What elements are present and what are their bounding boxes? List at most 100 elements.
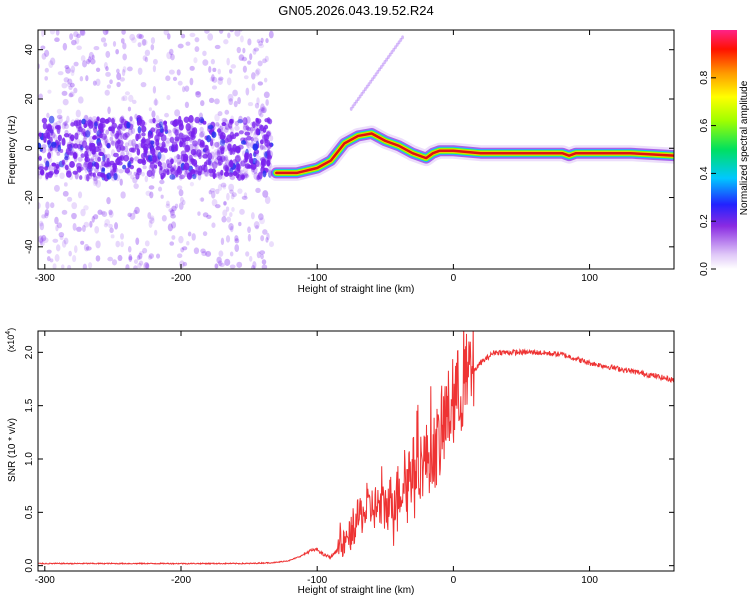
noise-dot xyxy=(95,67,101,72)
noise-dot xyxy=(262,127,267,133)
noise-dot xyxy=(99,127,105,132)
noise-dot xyxy=(238,169,243,174)
noise-dot xyxy=(145,263,150,269)
noise-dot xyxy=(153,119,159,125)
noise-dot xyxy=(140,81,147,88)
noise-dot xyxy=(92,175,98,182)
noise-dot xyxy=(257,81,264,86)
noise-dot xyxy=(39,147,43,152)
noise-dot xyxy=(190,149,197,156)
noise-dot xyxy=(269,241,274,248)
noise-dot xyxy=(152,117,156,124)
noise-dot xyxy=(110,234,115,239)
noise-dot xyxy=(266,154,273,160)
noise-dot xyxy=(118,139,124,147)
noise-dot xyxy=(131,138,136,147)
noise-dot xyxy=(56,222,63,229)
streak-dot xyxy=(387,55,390,60)
noise-dot xyxy=(202,59,209,66)
noise-dot xyxy=(44,67,49,73)
noise-dot xyxy=(207,152,213,161)
noise-dot xyxy=(259,139,264,145)
noise-dot xyxy=(265,38,269,44)
noise-dot xyxy=(94,226,100,234)
noise-dot xyxy=(174,118,180,127)
noise-dot xyxy=(187,231,192,237)
noise-dot xyxy=(106,84,112,89)
streak-dot xyxy=(369,79,373,84)
noise-dot xyxy=(177,161,181,170)
noise-dot xyxy=(261,259,267,265)
noise-dot xyxy=(181,246,188,251)
noise-dot xyxy=(185,123,191,132)
colorbar-tick-label: 0.8 xyxy=(699,70,710,84)
noise-dot xyxy=(234,244,240,253)
noise-dot xyxy=(64,155,70,161)
noise-dot xyxy=(153,99,159,106)
streak-dot xyxy=(392,47,396,52)
noise-dot xyxy=(247,226,251,234)
noise-dot xyxy=(242,117,248,126)
noise-dot xyxy=(95,255,101,262)
noise-dot xyxy=(210,155,215,162)
noise-dot xyxy=(244,131,251,136)
snr-xtick-label: 100 xyxy=(581,575,598,586)
noise-dot xyxy=(62,190,69,197)
noise-dot xyxy=(105,162,111,169)
noise-dot xyxy=(251,83,256,91)
noise-dot xyxy=(127,246,132,253)
noise-dot xyxy=(251,265,256,269)
noise-dot xyxy=(120,123,127,131)
noise-dot xyxy=(89,158,95,163)
noise-dot xyxy=(258,129,265,134)
noise-dot xyxy=(93,146,100,153)
noise-dot xyxy=(88,262,93,269)
noise-dot xyxy=(77,156,83,162)
noise-dot xyxy=(211,76,218,83)
noise-dot xyxy=(201,164,206,171)
noise-dot xyxy=(69,161,75,168)
noise-dot xyxy=(230,193,235,200)
noise-dot xyxy=(217,141,221,149)
noise-dot xyxy=(268,30,274,39)
noise-dot xyxy=(132,142,138,148)
noise-dot xyxy=(206,214,212,219)
snr-x-ticks: -300 -200 -100 0 100 xyxy=(35,331,598,586)
noise-dot xyxy=(215,188,220,195)
noise-dot xyxy=(88,51,94,60)
noise-dot xyxy=(55,30,60,36)
noise-dot xyxy=(63,133,70,138)
spectrogram-noise-layer xyxy=(38,30,404,269)
noise-dot xyxy=(119,155,124,162)
noise-dot xyxy=(234,30,241,37)
noise-dot xyxy=(150,37,156,45)
noise-dot xyxy=(154,98,158,106)
noise-dot xyxy=(40,45,46,50)
noise-dot xyxy=(80,240,85,245)
noise-dot xyxy=(228,183,235,192)
noise-dot xyxy=(96,174,101,179)
spectrogram-trace-layer xyxy=(268,125,674,181)
svg-text:(x104): (x104) xyxy=(5,328,16,352)
noise-dot xyxy=(228,172,234,177)
noise-dot xyxy=(122,53,127,61)
noise-dot xyxy=(238,130,244,135)
noise-dot xyxy=(108,126,113,132)
noise-dot xyxy=(128,94,134,103)
noise-dot xyxy=(64,164,69,171)
snr-frame xyxy=(37,330,675,572)
noise-dot xyxy=(79,30,86,37)
noise-dot xyxy=(220,237,225,246)
chart-title: GN05.2026.043.19.52.R24 xyxy=(278,3,433,18)
noise-dot xyxy=(38,166,45,171)
snr-ytick-label: 1.5 xyxy=(24,398,35,412)
streak-dot xyxy=(397,40,401,45)
noise-dot xyxy=(142,247,148,254)
noise-dot xyxy=(200,100,205,107)
noise-dot xyxy=(61,239,67,248)
noise-dot xyxy=(171,221,177,229)
noise-dot xyxy=(148,107,152,112)
noise-dot xyxy=(211,168,216,174)
noise-dot xyxy=(38,142,42,150)
noise-dot xyxy=(80,153,85,158)
